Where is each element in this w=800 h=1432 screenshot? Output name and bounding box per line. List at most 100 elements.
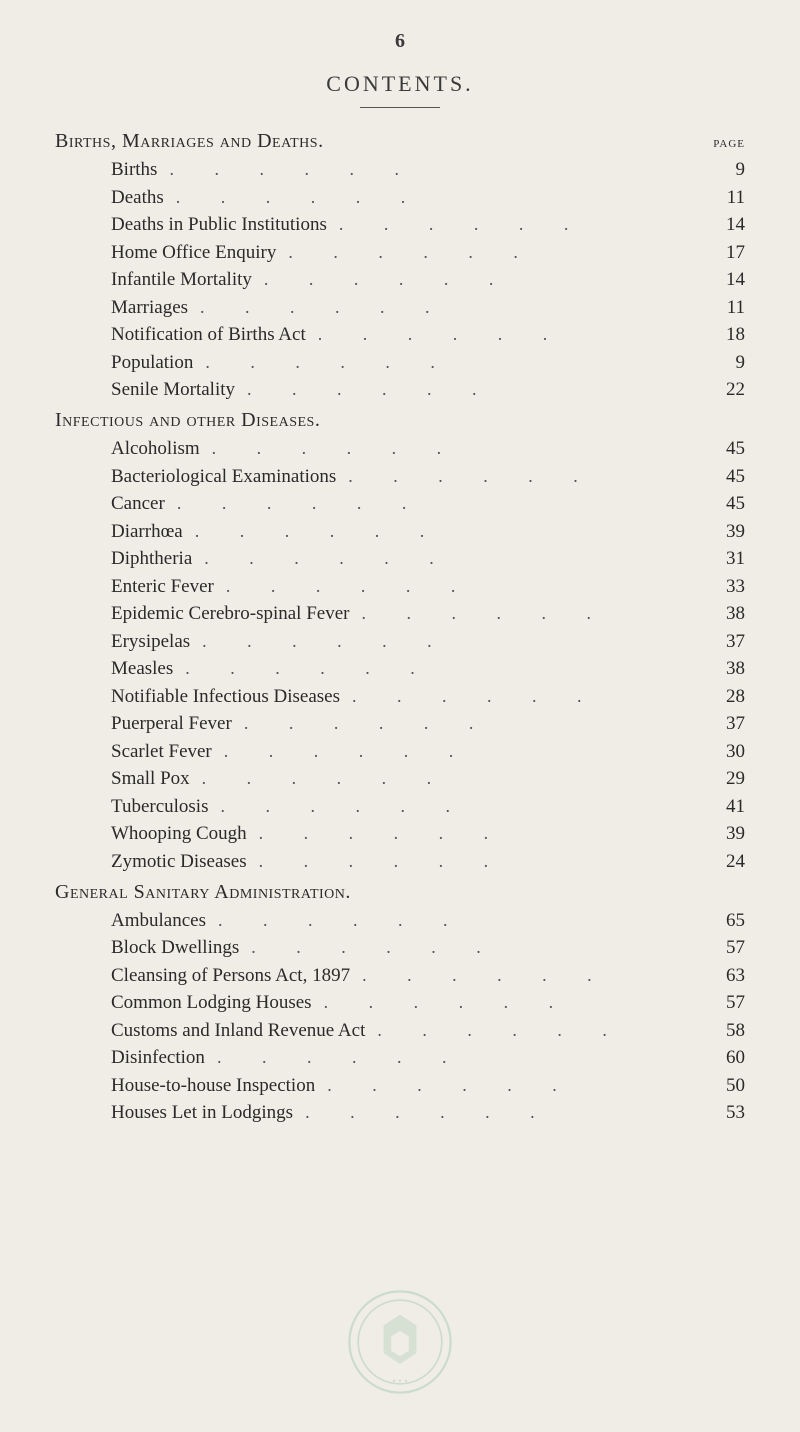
toc-dots: . . . . . . <box>206 910 707 931</box>
toc-entry-page: 11 <box>707 187 745 209</box>
toc-row: Zymotic Diseases. . . . . .24 <box>55 851 745 873</box>
toc-entry-page: 31 <box>707 548 745 570</box>
toc-dots: . . . . . . <box>312 992 707 1013</box>
toc-row: Small Pox. . . . . .29 <box>55 768 745 790</box>
toc-entry-label: Puerperal Fever <box>111 713 232 735</box>
toc-entry-page: 11 <box>707 297 745 319</box>
toc-entry-label: Notifiable Infectious Diseases <box>111 686 340 708</box>
page-number: 6 <box>55 30 745 53</box>
toc-dots: . . . . . . <box>232 713 707 734</box>
toc-entry-page: 45 <box>707 438 745 460</box>
toc-entry-page: 57 <box>707 937 745 959</box>
toc-entry-label: Home Office Enquiry <box>111 242 276 264</box>
toc-entry-label: Marriages <box>111 297 188 319</box>
toc-row: Erysipelas. . . . . .37 <box>55 631 745 653</box>
toc-entry-label: Notification of Births Act <box>111 324 306 346</box>
toc-entry-page: 28 <box>707 686 745 708</box>
toc-row: Ambulances. . . . . .65 <box>55 910 745 932</box>
seal-stamp: • • • <box>345 1287 455 1397</box>
toc-dots: . . . . . . <box>235 379 707 400</box>
toc-dots: . . . . . . <box>336 466 707 487</box>
toc-dots: . . . . . . <box>190 631 707 652</box>
toc-entry-label: Population <box>111 352 193 374</box>
toc-entry-page: 22 <box>707 379 745 401</box>
toc-entry-page: 37 <box>707 713 745 735</box>
toc-dots: . . . . . . <box>212 741 707 762</box>
toc-dots: . . . . . . <box>252 269 707 290</box>
toc-dots: . . . . . . <box>208 796 707 817</box>
toc-row: Disinfection. . . . . .60 <box>55 1047 745 1069</box>
toc-entry-label: Bacteriological Examinations <box>111 466 336 488</box>
toc-entry-label: Small Pox <box>111 768 190 790</box>
toc-entry-label: Deaths <box>111 187 164 209</box>
toc-entry-label: Scarlet Fever <box>111 741 212 763</box>
toc-row: Infantile Mortality. . . . . .14 <box>55 269 745 291</box>
page-column-label: page <box>713 134 745 152</box>
toc-entry-label: Erysipelas <box>111 631 190 653</box>
toc-row: Home Office Enquiry. . . . . .17 <box>55 242 745 264</box>
toc-entry-label: Infantile Mortality <box>111 269 252 291</box>
toc-dots: . . . . . . <box>157 159 707 180</box>
toc-dots: . . . . . . <box>214 576 707 597</box>
toc-dots: . . . . . . <box>239 937 707 958</box>
toc-entry-page: 14 <box>707 269 745 291</box>
toc-entry-page: 29 <box>707 768 745 790</box>
toc-dots: . . . . . . <box>200 438 707 459</box>
toc-row: Puerperal Fever. . . . . .37 <box>55 713 745 735</box>
toc-row: Senile Mortality. . . . . .22 <box>55 379 745 401</box>
toc-dots: . . . . . . <box>306 324 707 345</box>
toc-row: Bacteriological Examinations. . . . . .4… <box>55 466 745 488</box>
toc-entry-page: 9 <box>707 159 745 181</box>
toc-entry-label: Enteric Fever <box>111 576 214 598</box>
toc-row: Notifiable Infectious Diseases. . . . . … <box>55 686 745 708</box>
toc-dots: . . . . . . <box>340 686 707 707</box>
toc-entry-label: Epidemic Cerebro-spinal Fever <box>111 603 349 625</box>
toc-row: Diarrhœa. . . . . .39 <box>55 521 745 543</box>
toc-entry-page: 60 <box>707 1047 745 1069</box>
toc-entry-label: Houses Let in Lodgings <box>111 1102 293 1124</box>
toc-entry-page: 37 <box>707 631 745 653</box>
toc-entry-label: Disinfection <box>111 1047 205 1069</box>
toc-entry-label: Measles <box>111 658 173 680</box>
toc-entry-page: 33 <box>707 576 745 598</box>
toc-entry-label: House-to-house Inspection <box>111 1075 315 1097</box>
toc-dots: . . . . . . <box>205 1047 707 1068</box>
toc-entry-label: Diphtheria <box>111 548 192 570</box>
section-heading: Infectious and other Diseases. <box>55 409 745 432</box>
toc-entry-page: 57 <box>707 992 745 1014</box>
toc-entry-label: Deaths in Public Institutions <box>111 214 327 236</box>
title-underline <box>360 107 440 108</box>
toc-entry-page: 58 <box>707 1020 745 1042</box>
section-heading: Births, Marriages and Deaths. <box>55 130 324 153</box>
toc-entry-page: 30 <box>707 741 745 763</box>
toc-entry-label: Alcoholism <box>111 438 200 460</box>
toc-entry-page: 39 <box>707 521 745 543</box>
toc-row: Cleansing of Persons Act, 1897. . . . . … <box>55 965 745 987</box>
toc-dots: . . . . . . <box>164 187 707 208</box>
toc-entry-page: 38 <box>707 658 745 680</box>
section-header: Births, Marriages and Deaths. page <box>55 130 745 153</box>
toc-dots: . . . . . . <box>183 521 707 542</box>
toc-entry-page: 63 <box>707 965 745 987</box>
toc-dots: . . . . . . <box>349 603 707 624</box>
toc-entry-label: Cancer <box>111 493 165 515</box>
toc-entry-page: 14 <box>707 214 745 236</box>
toc-entry-page: 39 <box>707 823 745 845</box>
toc-entry-label: Zymotic Diseases <box>111 851 247 873</box>
toc-entry-page: 45 <box>707 466 745 488</box>
toc-dots: . . . . . . <box>190 768 707 789</box>
toc-entry-page: 38 <box>707 603 745 625</box>
toc-row: House-to-house Inspection. . . . . .50 <box>55 1075 745 1097</box>
toc-row: Houses Let in Lodgings. . . . . .53 <box>55 1102 745 1124</box>
toc-entry-label: Common Lodging Houses <box>111 992 312 1014</box>
toc-entry-page: 65 <box>707 910 745 932</box>
toc-row: Population. . . . . .9 <box>55 352 745 374</box>
toc-entry-page: 50 <box>707 1075 745 1097</box>
toc-row: Customs and Inland Revenue Act. . . . . … <box>55 1020 745 1042</box>
toc-row: Births. . . . . .9 <box>55 159 745 181</box>
toc-row: Alcoholism. . . . . .45 <box>55 438 745 460</box>
toc-row: Common Lodging Houses. . . . . .57 <box>55 992 745 1014</box>
toc-dots: . . . . . . <box>350 965 707 986</box>
toc-dots: . . . . . . <box>365 1020 707 1041</box>
toc-row: Whooping Cough. . . . . .39 <box>55 823 745 845</box>
